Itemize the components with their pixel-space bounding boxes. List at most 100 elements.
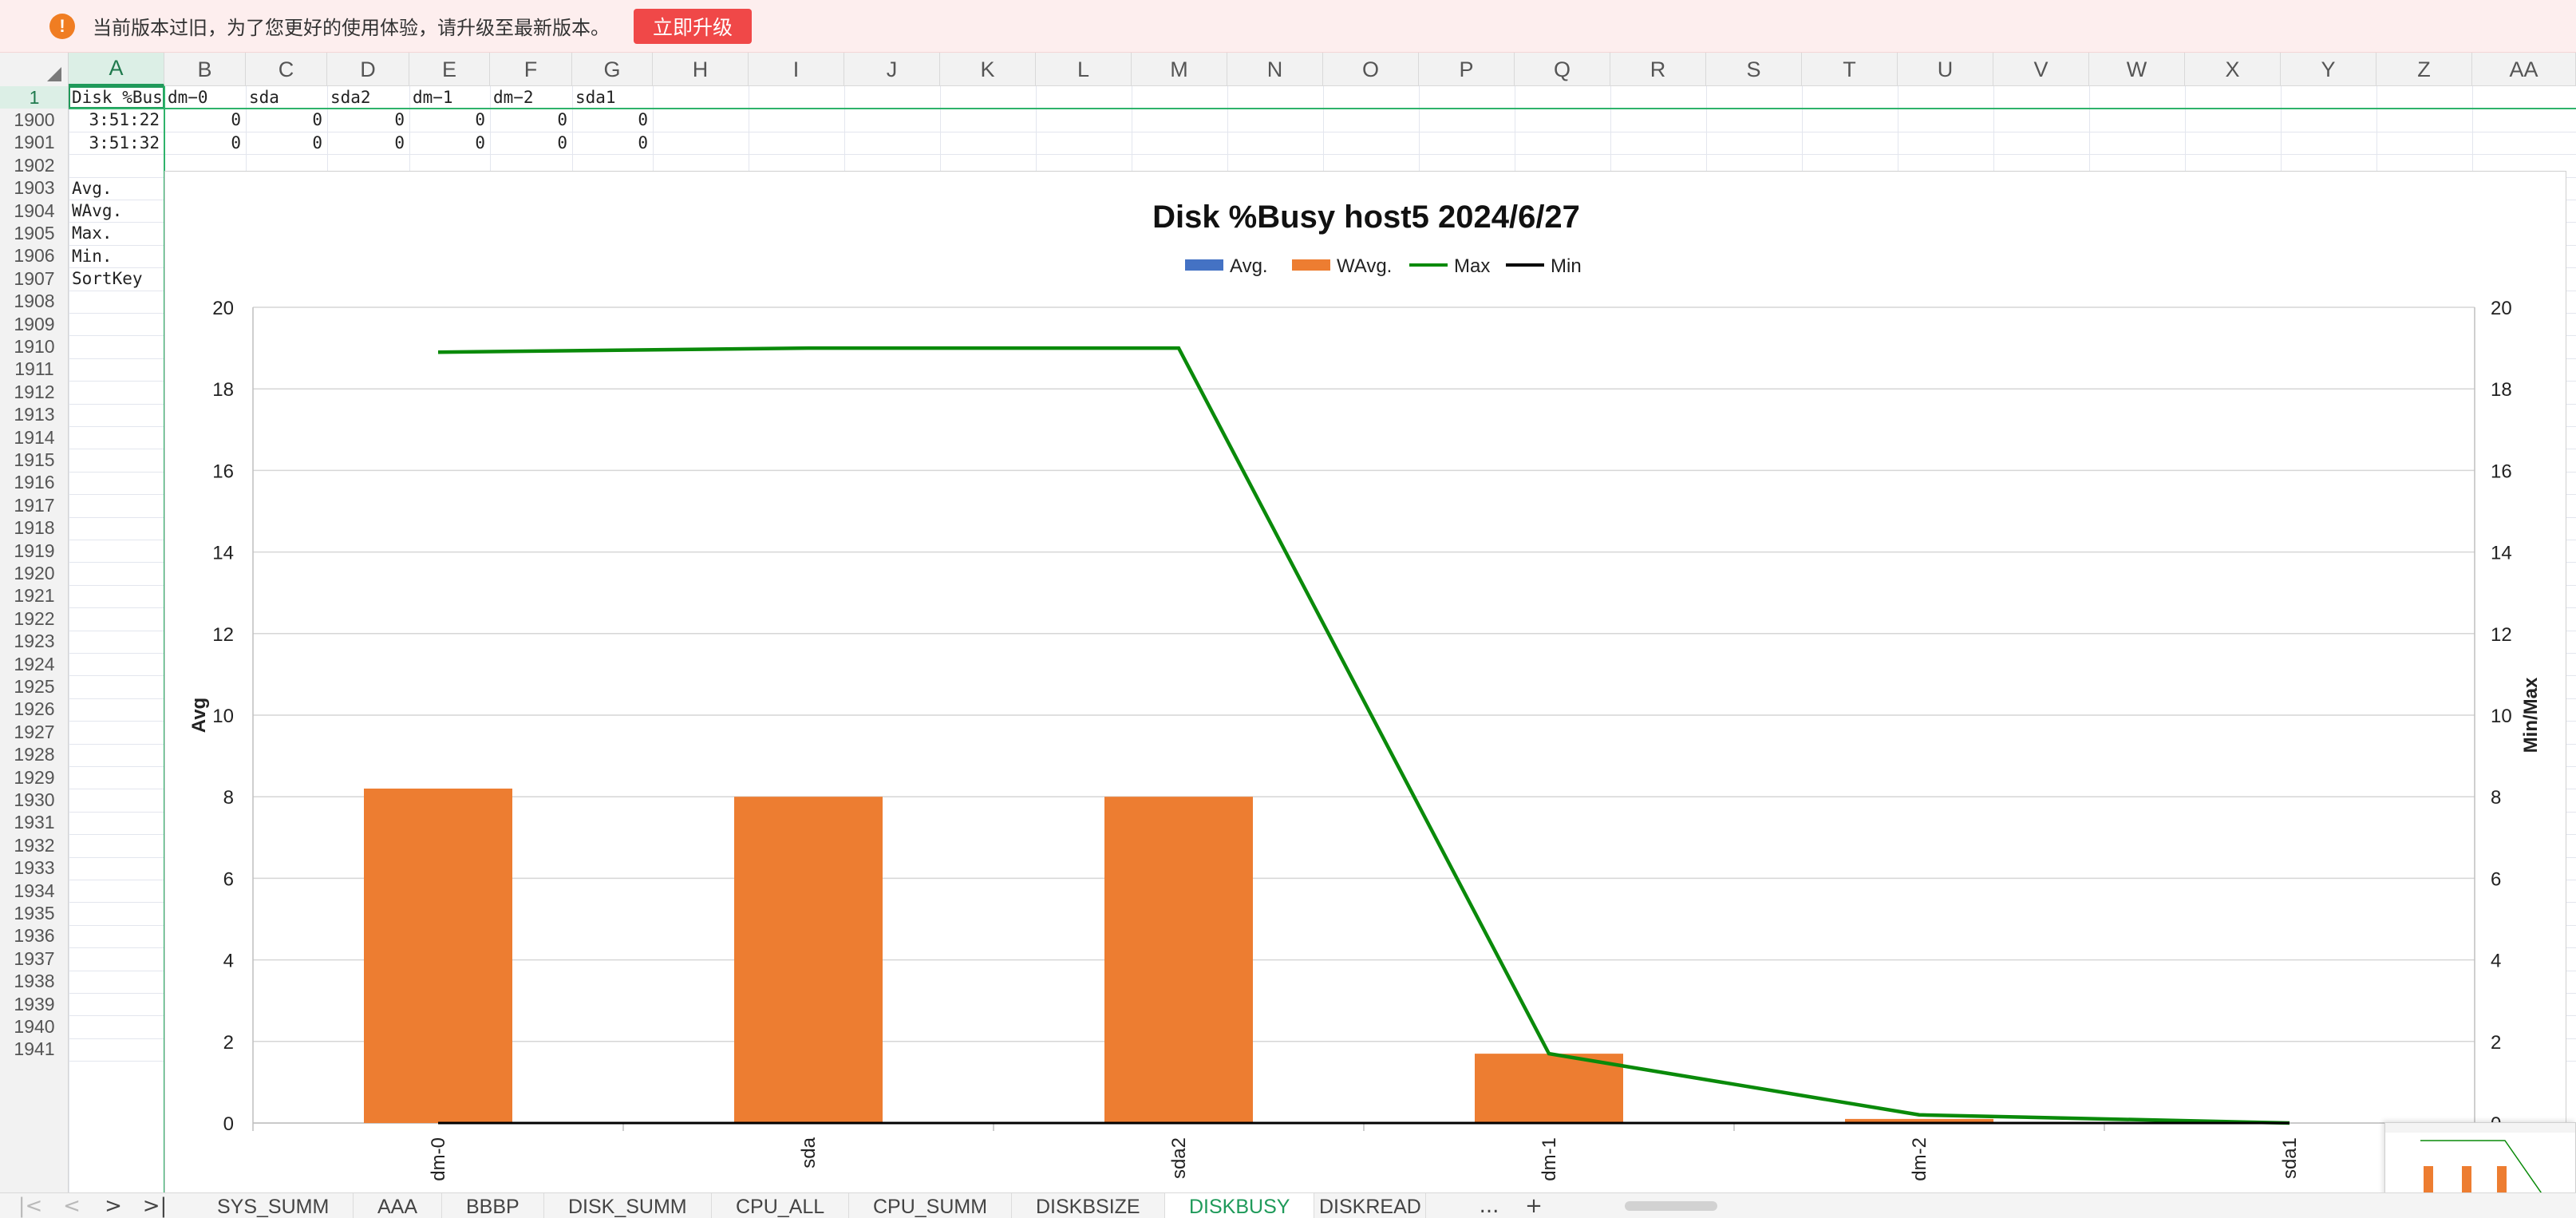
column-header-j[interactable]: J xyxy=(844,53,940,86)
first-sheet-button[interactable]: |< xyxy=(18,1194,43,1218)
row-header-1926[interactable]: 1926 xyxy=(14,698,55,720)
prev-sheet-button[interactable]: < xyxy=(63,1194,81,1218)
column-header-c[interactable]: C xyxy=(246,53,327,86)
bar-wavg-sda2[interactable] xyxy=(1104,797,1253,1123)
header-cell[interactable]: sda xyxy=(249,88,279,107)
column-header-n[interactable]: N xyxy=(1227,53,1323,86)
row-header-1941[interactable]: 1941 xyxy=(14,1038,55,1060)
row-header-1934[interactable]: 1934 xyxy=(14,880,55,901)
bar-wavg-dm-1[interactable] xyxy=(1475,1054,1623,1123)
row-header-1936[interactable]: 1936 xyxy=(14,925,55,947)
row-header-1929[interactable]: 1929 xyxy=(14,766,55,788)
row-header-1917[interactable]: 1917 xyxy=(14,494,55,516)
row-header-1911[interactable]: 1911 xyxy=(14,358,54,380)
row-header-1938[interactable]: 1938 xyxy=(14,971,55,992)
data-cell[interactable]: 0 xyxy=(231,132,241,152)
line-series-max[interactable] xyxy=(437,346,2290,1125)
data-cell[interactable]: 0 xyxy=(394,132,405,152)
row-header-1905[interactable]: 1905 xyxy=(14,223,55,244)
row-header-1910[interactable]: 1910 xyxy=(14,336,55,358)
summary-label-cell[interactable]: Max. xyxy=(72,223,113,243)
summary-label-cell[interactable]: Avg. xyxy=(72,178,113,198)
data-cell[interactable]: 3:51:32 xyxy=(89,132,160,152)
header-cell[interactable]: sda1 xyxy=(575,88,616,107)
summary-label-cell[interactable]: Min. xyxy=(72,246,113,266)
column-header-i[interactable]: I xyxy=(749,53,844,86)
column-header-aa[interactable]: AA xyxy=(2472,53,2576,86)
column-header-a[interactable]: A xyxy=(69,53,164,86)
column-header-y[interactable]: Y xyxy=(2281,53,2376,86)
bar-wavg-dm-2[interactable] xyxy=(1845,1118,1993,1123)
summary-label-cell[interactable]: WAvg. xyxy=(72,201,123,220)
bar-wavg-sda[interactable] xyxy=(734,797,883,1123)
column-header-v[interactable]: V xyxy=(1993,53,2089,86)
header-cell[interactable]: dm−1 xyxy=(413,88,453,107)
chart-thumbnail-preview[interactable] xyxy=(2384,1122,2576,1202)
column-header-p[interactable]: P xyxy=(1419,53,1515,86)
column-header-k[interactable]: K xyxy=(940,53,1036,86)
row-header-1922[interactable]: 1922 xyxy=(14,607,55,629)
column-header-f[interactable]: F xyxy=(490,53,572,86)
row-header-1928[interactable]: 1928 xyxy=(14,744,55,765)
column-header-z[interactable]: Z xyxy=(2376,53,2472,86)
row-header-1[interactable]: 1 xyxy=(0,86,68,109)
bar-wavg-dm-0[interactable] xyxy=(364,788,512,1123)
sheet-tab-diskbusy[interactable]: DISKBUSY xyxy=(1165,1193,1315,1218)
summary-label-cell[interactable]: SortKey xyxy=(72,269,143,289)
data-cell[interactable]: 0 xyxy=(638,132,648,152)
row-header-1940[interactable]: 1940 xyxy=(14,1016,55,1038)
next-sheet-button[interactable]: > xyxy=(105,1194,122,1218)
sheet-tab-cpu-all[interactable]: CPU_ALL xyxy=(712,1193,850,1218)
column-header-o[interactable]: O xyxy=(1323,53,1419,86)
row-header-1935[interactable]: 1935 xyxy=(14,903,55,924)
add-sheet-button[interactable]: + xyxy=(1525,1194,1543,1218)
column-header-g[interactable]: G xyxy=(572,53,653,86)
column-header-r[interactable]: R xyxy=(1610,53,1706,86)
row-header-1931[interactable]: 1931 xyxy=(14,812,55,833)
column-header-t[interactable]: T xyxy=(1802,53,1898,86)
row-header-1915[interactable]: 1915 xyxy=(14,449,55,471)
column-header-l[interactable]: L xyxy=(1036,53,1132,86)
row-header-1901[interactable]: 1901 xyxy=(14,132,55,153)
column-header-u[interactable]: U xyxy=(1898,53,1993,86)
row-header-1933[interactable]: 1933 xyxy=(14,857,55,879)
column-header-h[interactable]: H xyxy=(653,53,749,86)
column-header-s[interactable]: S xyxy=(1706,53,1802,86)
sheet-tab-sys-summ[interactable]: SYS_SUMM xyxy=(193,1193,354,1218)
data-cell[interactable]: 0 xyxy=(312,110,322,130)
row-header-1908[interactable]: 1908 xyxy=(14,291,55,312)
row-header-1919[interactable]: 1919 xyxy=(14,540,55,561)
row-header-1903[interactable]: 1903 xyxy=(14,177,55,199)
data-cell[interactable]: 3:51:22 xyxy=(89,110,160,130)
row-header-1921[interactable]: 1921 xyxy=(14,585,55,607)
column-header-w[interactable]: W xyxy=(2089,53,2185,86)
disk-busy-chart[interactable]: Disk %Busy host5 2024/6/27 Avg. WAvg. Max Mi… xyxy=(164,171,2566,1196)
row-header-1914[interactable]: 1914 xyxy=(14,426,55,448)
data-cell[interactable]: 0 xyxy=(475,132,485,152)
header-cell[interactable]: Disk %Busy xyxy=(72,88,164,107)
sheet-tab-cpu-summ[interactable]: CPU_SUMM xyxy=(849,1193,1013,1218)
row-header-1939[interactable]: 1939 xyxy=(14,993,55,1014)
column-header-b[interactable]: B xyxy=(164,53,246,86)
row-header-1918[interactable]: 1918 xyxy=(14,517,55,539)
row-header-1907[interactable]: 1907 xyxy=(14,267,55,289)
sheet-tab-diskread[interactable]: DISKREAD xyxy=(1314,1193,1426,1218)
upgrade-now-button[interactable]: 立即升级 xyxy=(634,8,753,44)
last-sheet-button[interactable]: >| xyxy=(142,1194,168,1218)
column-header-d[interactable]: D xyxy=(327,53,409,86)
row-header-1913[interactable]: 1913 xyxy=(14,404,55,425)
data-cell[interactable]: 0 xyxy=(557,110,567,130)
row-header-1920[interactable]: 1920 xyxy=(14,563,55,584)
row-header-1909[interactable]: 1909 xyxy=(14,313,55,334)
sheet-tab-diskbsize[interactable]: DISKBSIZE xyxy=(1012,1193,1165,1218)
column-header-q[interactable]: Q xyxy=(1515,53,1610,86)
scrollbar-thumb[interactable] xyxy=(1625,1201,1717,1211)
row-header-1902[interactable]: 1902 xyxy=(14,154,55,176)
row-header-1924[interactable]: 1924 xyxy=(14,653,55,674)
horizontal-scrollbar[interactable] xyxy=(1601,1200,2370,1212)
data-cell[interactable]: 0 xyxy=(231,110,241,130)
header-cell[interactable]: sda2 xyxy=(330,88,371,107)
row-header-1916[interactable]: 1916 xyxy=(14,472,55,493)
row-header-1930[interactable]: 1930 xyxy=(14,789,55,811)
data-cell[interactable]: 0 xyxy=(475,110,485,130)
